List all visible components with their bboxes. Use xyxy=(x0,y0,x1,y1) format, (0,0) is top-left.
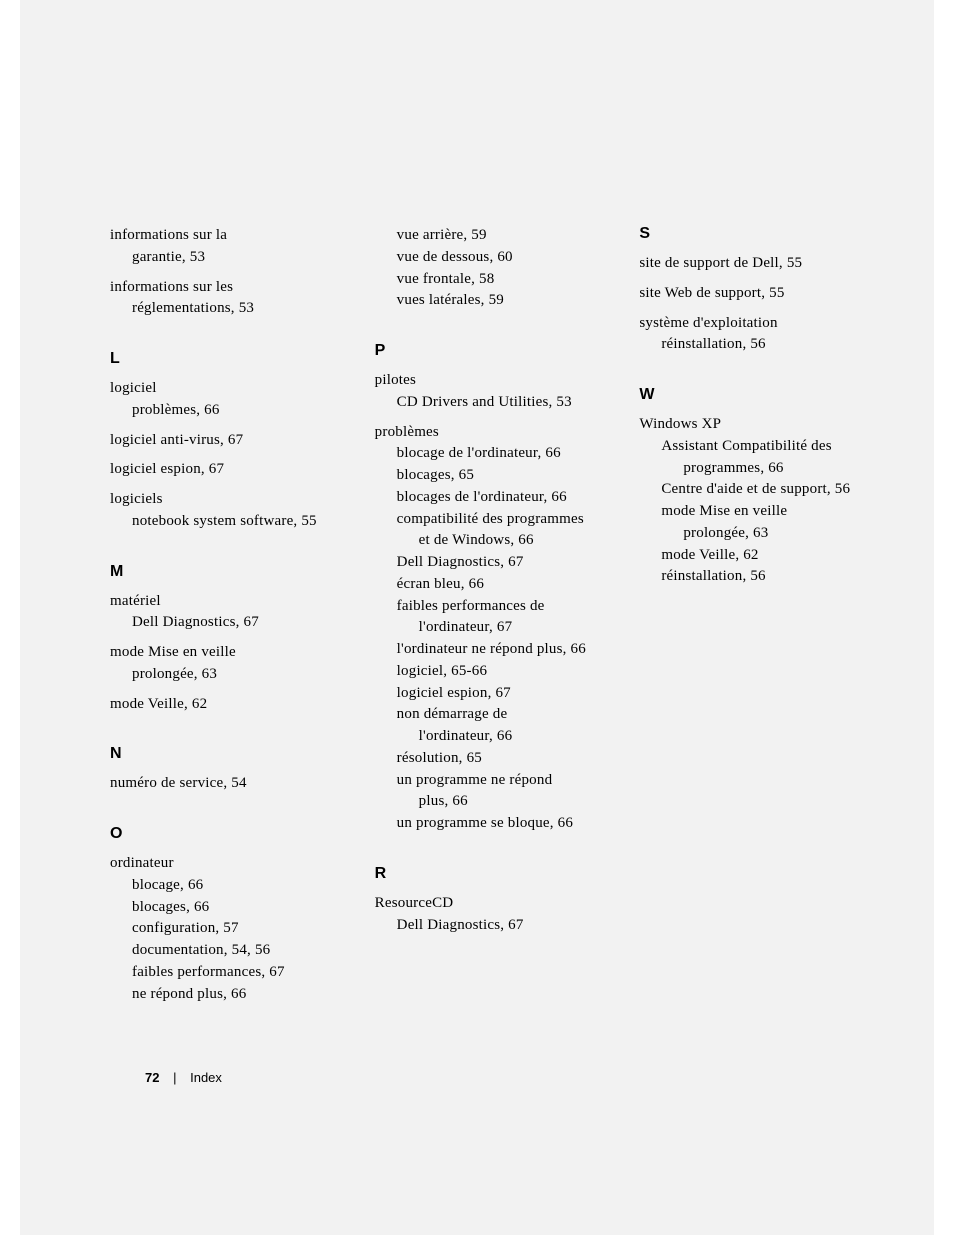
entry-sub: vue frontale, 58 xyxy=(375,269,610,291)
entry-main: problèmes xyxy=(375,424,439,440)
entry-sub: blocage, 66 xyxy=(110,875,345,897)
page-number: 72 xyxy=(145,1070,159,1085)
entry-sub: mode Mise en veille xyxy=(639,501,874,523)
index-page: informations sur la garantie, 53 informa… xyxy=(20,0,934,1235)
entry-sub: Dell Diagnostics, 67 xyxy=(110,612,345,634)
entry-main: matériel xyxy=(110,593,161,609)
entry-main: ResourceCD xyxy=(375,895,454,911)
entry-main: logiciels xyxy=(110,491,163,507)
entry-sub: réglementations, 53 xyxy=(110,298,345,320)
entry-sub: l'ordinateur ne répond plus, 66 xyxy=(375,639,610,661)
entry-sub: mode Veille, 62 xyxy=(639,545,874,567)
entry-sub: CD Drivers and Utilities, 53 xyxy=(375,392,610,414)
entry-sub: ne répond plus, 66 xyxy=(110,984,345,1006)
column-2: vue arrière, 59 vue de dessous, 60 vue f… xyxy=(375,225,610,1013)
entry-sub: Centre d'aide et de support, 56 xyxy=(639,479,874,501)
entry-sub: un programme se bloque, 66 xyxy=(375,813,610,835)
entry-sub: blocages, 65 xyxy=(375,465,610,487)
column-3: S site de support de Dell, 55 site Web d… xyxy=(639,225,874,1013)
footer-separator: | xyxy=(173,1070,176,1085)
index-entry: système d'exploitation réinstallation, 5… xyxy=(639,313,874,357)
entry-sub-wrap: plus, 66 xyxy=(375,791,610,813)
letter-heading-l: L xyxy=(110,350,345,368)
index-entry: ResourceCD Dell Diagnostics, 67 xyxy=(375,893,610,937)
letter-heading-p: P xyxy=(375,342,610,360)
entry-sub: configuration, 57 xyxy=(110,918,345,940)
entry-main: logiciel xyxy=(110,380,157,396)
entry-main: pilotes xyxy=(375,372,416,388)
entry-main: logiciel anti-virus, 67 xyxy=(110,432,243,448)
entry-sub-wrap: l'ordinateur, 66 xyxy=(375,726,610,748)
entry-sub: vues latérales, 59 xyxy=(375,290,610,312)
entry-sub: blocages, 66 xyxy=(110,897,345,919)
entry-main: mode Mise en veille xyxy=(110,644,236,660)
entry-sub: non démarrage de xyxy=(375,704,610,726)
letter-heading-n: N xyxy=(110,745,345,763)
index-entry: logiciel problèmes, 66 xyxy=(110,378,345,422)
index-entry: vue arrière, 59 vue de dessous, 60 vue f… xyxy=(375,225,610,312)
index-entry: site Web de support, 55 xyxy=(639,283,874,305)
entry-sub: un programme ne répond xyxy=(375,770,610,792)
index-entry: logiciel espion, 67 xyxy=(110,459,345,481)
entry-sub: notebook system software, 55 xyxy=(110,511,345,533)
entry-main: site Web de support, 55 xyxy=(639,285,784,301)
entry-sub: faibles performances, 67 xyxy=(110,962,345,984)
entry-main: numéro de service, 54 xyxy=(110,775,247,791)
index-entry: informations sur les réglementations, 53 xyxy=(110,277,345,321)
entry-sub: documentation, 54, 56 xyxy=(110,940,345,962)
letter-heading-w: W xyxy=(639,386,874,404)
entry-sub-wrap: prolongée, 63 xyxy=(639,523,874,545)
index-entry: problèmes blocage de l'ordinateur, 66 bl… xyxy=(375,422,610,835)
entry-sub: Assistant Compatibilité des xyxy=(639,436,874,458)
letter-heading-o: O xyxy=(110,825,345,843)
index-entry: matériel Dell Diagnostics, 67 xyxy=(110,591,345,635)
entry-main: informations sur les xyxy=(110,279,233,295)
entry-main: ordinateur xyxy=(110,855,174,871)
entry-main: informations sur la xyxy=(110,227,227,243)
entry-sub: vue de dessous, 60 xyxy=(375,247,610,269)
entry-sub: Dell Diagnostics, 67 xyxy=(375,915,610,937)
entry-main: site de support de Dell, 55 xyxy=(639,255,802,271)
index-entry: informations sur la garantie, 53 xyxy=(110,225,345,269)
entry-main: logiciel espion, 67 xyxy=(110,461,224,477)
entry-sub: logiciel, 65-66 xyxy=(375,661,610,683)
column-1: informations sur la garantie, 53 informa… xyxy=(110,225,345,1013)
letter-heading-s: S xyxy=(639,225,874,243)
entry-sub: résolution, 65 xyxy=(375,748,610,770)
entry-sub: Dell Diagnostics, 67 xyxy=(375,552,610,574)
section-label: Index xyxy=(190,1070,222,1085)
entry-sub: blocage de l'ordinateur, 66 xyxy=(375,443,610,465)
index-entry: pilotes CD Drivers and Utilities, 53 xyxy=(375,370,610,414)
entry-sub: réinstallation, 56 xyxy=(639,334,874,356)
index-entry: site de support de Dell, 55 xyxy=(639,253,874,275)
entry-sub: réinstallation, 56 xyxy=(639,566,874,588)
entry-sub-wrap: l'ordinateur, 67 xyxy=(375,617,610,639)
entry-sub: écran bleu, 66 xyxy=(375,574,610,596)
entry-sub: compatibilité des programmes xyxy=(375,509,610,531)
entry-sub-wrap: programmes, 66 xyxy=(639,458,874,480)
index-entry: ordinateur blocage, 66 blocages, 66 conf… xyxy=(110,853,345,1005)
entry-main: mode Veille, 62 xyxy=(110,696,207,712)
entry-sub: prolongée, 63 xyxy=(110,664,345,686)
entry-sub: garantie, 53 xyxy=(110,247,345,269)
columns: informations sur la garantie, 53 informa… xyxy=(110,225,874,1013)
entry-sub: faibles performances de xyxy=(375,596,610,618)
entry-main: système d'exploitation xyxy=(639,315,777,331)
index-entry: mode Veille, 62 xyxy=(110,694,345,716)
entry-sub: problèmes, 66 xyxy=(110,400,345,422)
index-entry: numéro de service, 54 xyxy=(110,773,345,795)
letter-heading-r: R xyxy=(375,865,610,883)
index-entry: logiciel anti-virus, 67 xyxy=(110,430,345,452)
index-entry: mode Mise en veille prolongée, 63 xyxy=(110,642,345,686)
entry-sub: vue arrière, 59 xyxy=(375,225,610,247)
entry-sub-wrap: et de Windows, 66 xyxy=(375,530,610,552)
entry-sub: logiciel espion, 67 xyxy=(375,683,610,705)
index-entry: Windows XP Assistant Compatibilité des p… xyxy=(639,414,874,588)
letter-heading-m: M xyxy=(110,563,345,581)
entry-sub: blocages de l'ordinateur, 66 xyxy=(375,487,610,509)
page-footer: 72 | Index xyxy=(145,1070,222,1085)
index-entry: logiciels notebook system software, 55 xyxy=(110,489,345,533)
entry-main: Windows XP xyxy=(639,416,721,432)
